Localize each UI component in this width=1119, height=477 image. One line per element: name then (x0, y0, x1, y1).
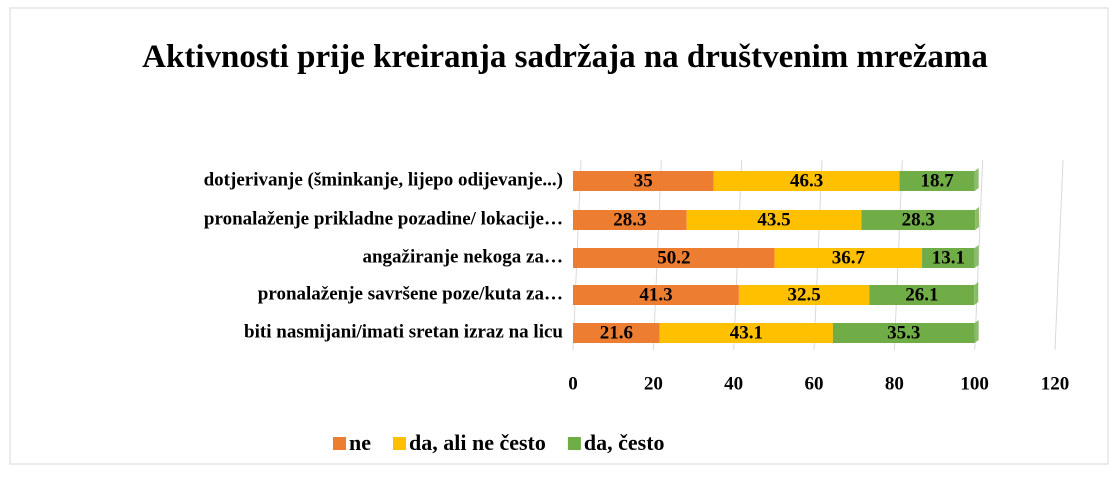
legend-swatch (567, 437, 581, 450)
x-tick-label: 100 (960, 373, 989, 394)
bar-segment (573, 285, 739, 305)
data-label: 32.5 (788, 284, 821, 305)
bar-end-face (975, 207, 980, 230)
bar-segment (861, 210, 976, 230)
y-tick-label: pronalaženje prikladne pozadine/ lokacij… (204, 208, 563, 229)
data-label: 35.3 (887, 322, 920, 343)
x-tick-label: 0 (568, 373, 578, 394)
data-label: 41.3 (639, 284, 672, 305)
data-label: 43.5 (757, 209, 790, 230)
legend-swatch (393, 437, 406, 450)
x-tick-label: 20 (644, 373, 663, 394)
bar-end-face (974, 245, 979, 268)
bar-segment (686, 210, 862, 230)
y-tick-label: biti nasmijani/imati sretan izraz na lic… (244, 321, 563, 342)
data-label: 35 (634, 170, 653, 191)
bar-segment (659, 323, 833, 343)
chart-title: Aktivnosti prije kreiranja sadržaja na d… (142, 39, 988, 75)
x-tick-label: 80 (885, 373, 904, 394)
y-tick-label: dotjerivanje (šminkanje, lijepo odijevan… (204, 169, 563, 190)
legend-label: da, često (584, 430, 665, 455)
x-tick-label: 40 (724, 373, 743, 394)
legend-swatch (333, 437, 346, 450)
data-label: 13.1 (932, 247, 965, 268)
data-label: 21.6 (600, 322, 633, 343)
bar-segment (832, 323, 975, 343)
bar-segment (573, 210, 687, 230)
x-tick-label: 60 (805, 373, 824, 394)
bar-segment (899, 171, 975, 191)
legend-label: da, ali ne često (409, 430, 546, 455)
data-label: 28.3 (613, 209, 646, 230)
data-label: 50.2 (657, 247, 690, 268)
data-label: 28.3 (902, 209, 935, 230)
bar-segment (869, 285, 975, 305)
data-label: 43.1 (730, 322, 763, 343)
bar-segment (713, 171, 900, 191)
legend-label: ne (349, 430, 371, 455)
y-tick-label: angažiranje nekoga za… (362, 246, 563, 267)
bar-segment (573, 171, 714, 191)
bar-end-face (974, 320, 979, 343)
bar-segment (573, 323, 660, 343)
bar-segment (573, 248, 775, 268)
bar-segment (738, 285, 870, 305)
bar-segment (774, 248, 923, 268)
data-label: 26.1 (905, 284, 938, 305)
data-label: 18.7 (920, 170, 954, 191)
chart-border (9, 7, 1109, 465)
y-tick-label: pronalaženje savršene poze/kuta za… (258, 283, 563, 304)
bar-segment (922, 248, 975, 268)
x-tick-label: 120 (1041, 373, 1070, 394)
grid-line (1054, 159, 1064, 351)
bar-end-face (974, 282, 979, 305)
bar-end-face (974, 168, 979, 191)
data-label: 46.3 (790, 170, 823, 191)
data-label: 36.7 (832, 247, 866, 268)
